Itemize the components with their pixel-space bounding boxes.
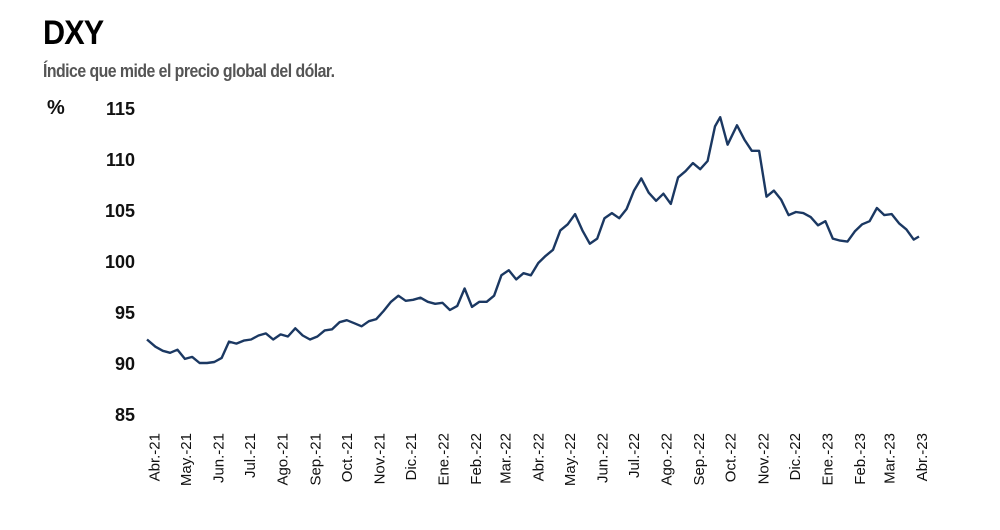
x-tick-label: Jul.-22 — [626, 433, 643, 478]
chart-title: DXY — [43, 14, 104, 52]
x-tick-label: May.-22 — [562, 433, 579, 486]
x-tick-label: Abr.-21 — [146, 433, 163, 481]
x-tick-label: Jul.-21 — [242, 433, 259, 478]
x-tick-label: Jun.-22 — [594, 433, 611, 483]
x-tick-label: Mar.-23 — [882, 433, 899, 484]
y-tick-label: 95 — [115, 303, 135, 323]
chart-subtitle: Índice que mide el precio global del dól… — [43, 61, 335, 81]
x-tick-label: Feb.-22 — [468, 433, 485, 485]
y-tick-label: 85 — [115, 405, 135, 425]
dxy-series-line — [146, 115, 920, 365]
y-tick-label: 115 — [106, 99, 135, 119]
y-tick-label: 105 — [105, 201, 135, 221]
x-axis-ticks: Abr.-21 May.-21 Jun.-21 Jul.-21 Ago.-21 Sep.-… — [146, 433, 931, 486]
x-tick-label: Sep.-21 — [307, 433, 324, 486]
x-tick-label: Oct.-21 — [339, 433, 356, 482]
x-tick-label: Ago.-22 — [659, 433, 676, 486]
x-tick-label: May.-21 — [178, 433, 195, 486]
x-tick-label: Abr.-23 — [914, 433, 931, 481]
x-tick-label: Nov.-22 — [755, 433, 772, 484]
y-tick-label: 110 — [106, 150, 135, 170]
x-tick-label: Oct.-22 — [723, 433, 740, 482]
x-tick-label: Abr.-22 — [530, 433, 547, 481]
x-tick-label: Mar.-22 — [498, 433, 515, 484]
x-tick-label: Jun.-21 — [211, 433, 228, 483]
y-tick-label: 100 — [105, 252, 135, 272]
y-axis-unit-label: % — [47, 97, 65, 119]
x-tick-label: Ene.-23 — [819, 433, 836, 486]
x-tick-label: Dic.-22 — [787, 433, 804, 481]
x-tick-label: Ago.-21 — [275, 433, 292, 486]
x-tick-label: Dic.-21 — [403, 433, 420, 481]
x-tick-label: Feb.-23 — [852, 433, 869, 485]
series-group — [146, 115, 920, 365]
x-tick-label: Sep.-22 — [691, 433, 708, 486]
x-tick-label: Ene.-22 — [436, 433, 453, 486]
y-axis-ticks: 85 90 95 100 105 110 115 — [105, 99, 135, 425]
x-tick-label: Nov.-21 — [371, 433, 388, 484]
y-tick-label: 90 — [115, 354, 135, 374]
